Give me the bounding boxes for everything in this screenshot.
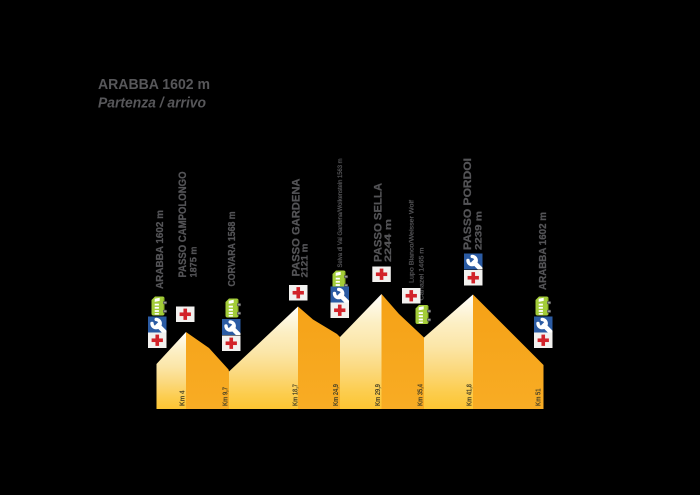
svg-text:Km 35,4: Km 35,4 [418, 384, 425, 406]
svg-text:Km 4: Km 4 [180, 390, 187, 406]
svg-text:ARABBA 1602 m: ARABBA 1602 m [98, 76, 210, 93]
svg-text:Km 18,7: Km 18,7 [293, 384, 300, 406]
svg-text:2239 m: 2239 m [474, 211, 485, 250]
svg-text:1875 m: 1875 m [189, 247, 200, 278]
svg-text:2244 m: 2244 m [383, 219, 394, 262]
svg-text:Km 51: Km 51 [536, 388, 543, 406]
svg-text:2121 m: 2121 m [300, 244, 311, 278]
svg-text:ARABBA 1602 m: ARABBA 1602 m [154, 210, 166, 289]
svg-text:Km 9,7: Km 9,7 [223, 387, 230, 406]
svg-text:Canazei 1465 m: Canazei 1465 m [419, 248, 426, 301]
svg-text:Km 29,9: Km 29,9 [375, 384, 382, 406]
svg-text:Lupo Bianco/Weisser Wolf: Lupo Bianco/Weisser Wolf [409, 200, 416, 283]
svg-text:ARABBA 1602 m: ARABBA 1602 m [537, 212, 549, 290]
svg-text:Km 24,9: Km 24,9 [333, 384, 340, 406]
svg-text:Selva di Val Gardena/Wolkenste: Selva di Val Gardena/Wolkenstein 1563 m [337, 159, 344, 268]
svg-text:PASSO GARDENA: PASSO GARDENA [291, 178, 303, 276]
svg-text:CORVARA 1568 m: CORVARA 1568 m [226, 212, 238, 287]
svg-text:PASSO CAMPOLONGO: PASSO CAMPOLONGO [177, 171, 189, 277]
svg-text:Km 41,8: Km 41,8 [467, 384, 474, 406]
svg-text:PASSO SELLA: PASSO SELLA [373, 183, 385, 262]
svg-text:PASSO PORDOI: PASSO PORDOI [462, 158, 474, 250]
svg-text:Partenza / arrivo: Partenza / arrivo [98, 95, 206, 112]
